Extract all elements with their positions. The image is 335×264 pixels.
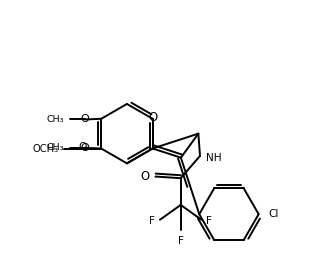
Text: OCH₃: OCH₃ [32, 144, 59, 153]
Text: F: F [206, 216, 212, 227]
Text: CH₃: CH₃ [47, 115, 64, 124]
Text: O: O [80, 115, 89, 124]
Text: O: O [140, 170, 149, 183]
Text: CH₃: CH₃ [47, 143, 64, 152]
Text: O: O [80, 143, 89, 153]
Text: F: F [149, 216, 155, 227]
Text: Cl: Cl [268, 209, 278, 219]
Text: NH: NH [206, 153, 221, 163]
Text: O: O [79, 142, 87, 152]
Text: O: O [148, 111, 157, 124]
Text: F: F [178, 236, 184, 246]
